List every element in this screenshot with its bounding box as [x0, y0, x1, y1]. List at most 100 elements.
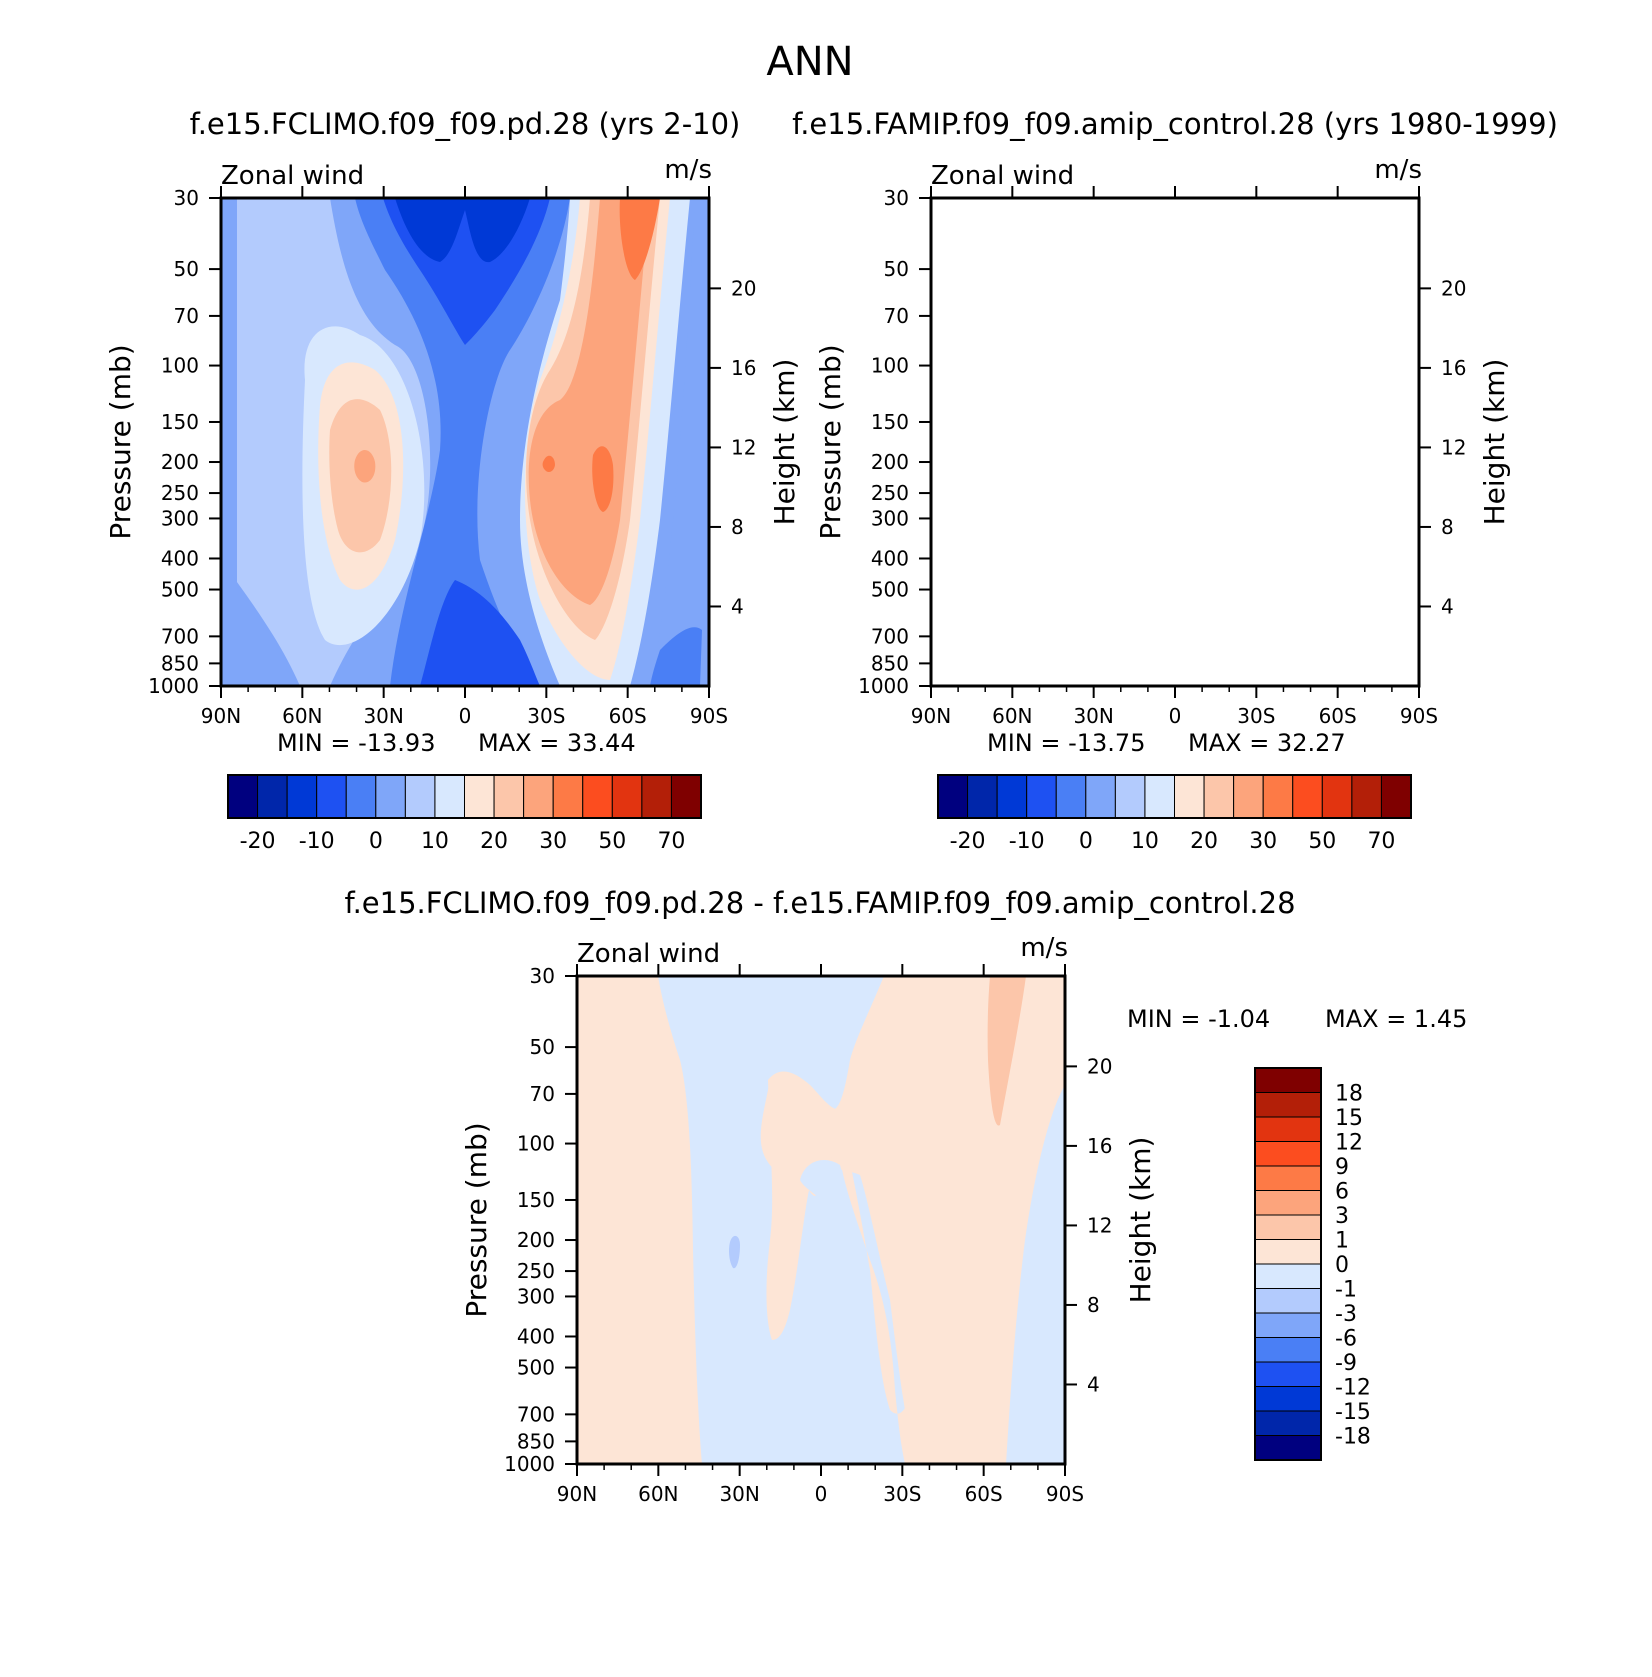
colorbar-label: 1 — [1335, 1229, 1349, 1254]
contour-fill-minus10 — [355, 198, 570, 686]
panel-2-min-label: MIN = -13.75 — [987, 729, 1145, 757]
colorbar-label: 30 — [539, 829, 567, 854]
x-tick-label: 90S — [1046, 1482, 1084, 1506]
colorbar-swatch — [434, 774, 465, 819]
colorbar-label: 20 — [1190, 829, 1218, 854]
colorbar-frame — [227, 774, 702, 819]
colorbar-swatch — [257, 774, 288, 819]
colorbar-swatch — [1254, 1239, 1322, 1265]
contour-fill-minus15 — [1093, 198, 1260, 345]
colorbar-label: 15 — [1335, 1106, 1363, 1131]
contour-fill-30-south — [1335, 198, 1365, 255]
y-tick-label: 500 — [161, 578, 199, 602]
contour-fill-25-south — [1239, 198, 1360, 605]
y-tick-label: 850 — [161, 651, 199, 675]
contour-fill-minus15-low — [1140, 600, 1220, 686]
colorbar-label: 30 — [1249, 829, 1277, 854]
colorbar-swatch — [996, 774, 1028, 819]
colorbar-label: -12 — [1335, 1376, 1371, 1401]
colorbar-label: 10 — [1131, 829, 1159, 854]
panel-2: f.e15.FAMIP.f09_f09.amip_control.28 (yrs… — [792, 107, 1558, 854]
colorbar-swatch — [523, 774, 554, 819]
colorbar-swatch — [1254, 1386, 1322, 1412]
colorbar-label: 50 — [598, 829, 626, 854]
panel-2-colorbar: -20 -10 0 10 20 30 50 70 — [937, 774, 1412, 854]
colorbar-swatch — [1254, 1092, 1322, 1118]
colorbar-swatch — [582, 774, 613, 819]
y-right-tick-label: 8 — [731, 515, 744, 539]
y-tick-label: 700 — [871, 624, 909, 648]
colorbar-swatch — [345, 774, 377, 819]
x-tick-label: 0 — [1169, 704, 1182, 728]
y-tick-label: 1000 — [504, 1452, 555, 1476]
y-right-tick-label: 20 — [1441, 276, 1466, 300]
y-right-tick-label: 4 — [1441, 594, 1454, 618]
panel-3-variable: Zonal wind — [577, 939, 720, 969]
panel-1-x-ticks: 90N 60N 30N 0 30S 60S 90S — [201, 186, 728, 728]
contour-fill-20 — [1061, 441, 1085, 487]
colorbar-label: -10 — [1009, 829, 1045, 854]
colorbar-swatch — [1254, 1141, 1322, 1167]
x-tick-label: 30S — [1237, 704, 1275, 728]
y-right-tick-label: 20 — [731, 276, 756, 300]
colorbar-swatch — [1144, 774, 1175, 819]
colorbar-label: -20 — [950, 829, 986, 854]
y-tick-label: 500 — [517, 1356, 555, 1380]
y-right-tick-label: 12 — [731, 435, 756, 459]
colorbar-frame — [1254, 1067, 1322, 1461]
panel-2-x-ticks: 90N 60N 30N 0 30S 60S 90S — [911, 186, 1438, 728]
colorbar-label: 0 — [369, 829, 383, 854]
contour-fill-30-south — [619, 198, 660, 280]
panel-1-units: m/s — [664, 155, 712, 185]
y-tick-label: 250 — [517, 1259, 555, 1283]
contour-fill-30-dot — [542, 455, 555, 473]
colorbar-swatch — [1321, 774, 1353, 819]
y-tick-label: 700 — [517, 1402, 555, 1426]
contour-fill-10 — [1028, 362, 1113, 589]
panel-1-ylabel-right: Height (km) — [768, 359, 801, 526]
y-tick-label: 30 — [530, 964, 555, 988]
x-tick-label: 30N — [1073, 704, 1113, 728]
y-tick-label: 30 — [884, 186, 909, 210]
x-tick-label: 30S — [883, 1482, 921, 1506]
panel-3-min-label: MIN = -1.04 — [1127, 1005, 1270, 1033]
colorbar-swatch — [1380, 774, 1412, 819]
contour-fill-minus10-south — [650, 627, 702, 686]
y-tick-label: 400 — [871, 546, 909, 570]
panel-3-units: m/s — [1020, 933, 1068, 963]
colorbar-swatch — [316, 774, 347, 819]
y-tick-label: 250 — [161, 481, 199, 505]
panel-2-ylabel-right: Height (km) — [1478, 359, 1511, 526]
colorbar-label: 70 — [1367, 829, 1395, 854]
colorbar-swatch — [1254, 1116, 1322, 1142]
y-tick-label: 1000 — [148, 674, 199, 698]
x-tick-label: 90S — [690, 704, 728, 728]
y-tick-label: 150 — [517, 1188, 555, 1212]
panel-3-contours — [577, 976, 1065, 1464]
colorbar-swatch — [493, 774, 525, 819]
panel-3: f.e15.FCLIMO.f09_f09.pd.28 - f.e15.FAMIP… — [344, 886, 1467, 1506]
colorbar-label: -3 — [1335, 1302, 1357, 1327]
y-tick-label: 150 — [871, 410, 909, 434]
y-right-tick-label: 4 — [1087, 1372, 1100, 1396]
colorbar-swatch — [967, 774, 998, 819]
contour-fill-minus10 — [1065, 198, 1280, 686]
panel-3-x-ticks: 90N 60N 30N 0 30S 60S 90S — [557, 964, 1084, 1506]
colorbar-swatch — [1254, 1288, 1322, 1314]
contour-fill-minus10-south — [1360, 627, 1412, 686]
colorbar-label: 50 — [1308, 829, 1336, 854]
panel-2-max-label: MAX = 32.27 — [1188, 729, 1346, 757]
colorbar-swatch — [937, 774, 969, 819]
colorbar-swatch — [1351, 774, 1382, 819]
panel-1-min-label: MIN = -13.93 — [277, 729, 435, 757]
panel-3-max-label: MAX = 1.45 — [1325, 1005, 1467, 1033]
y-tick-label: 850 — [871, 651, 909, 675]
panel-1-title: f.e15.FCLIMO.f09_f09.pd.28 (yrs 2-10) — [190, 107, 741, 141]
contour-fill-20-south — [1236, 198, 1370, 640]
panel-2-variable: Zonal wind — [931, 161, 1074, 191]
colorbar-swatch — [1203, 774, 1235, 819]
colorbar-label: 20 — [480, 829, 508, 854]
y-tick-label: 300 — [517, 1284, 555, 1308]
